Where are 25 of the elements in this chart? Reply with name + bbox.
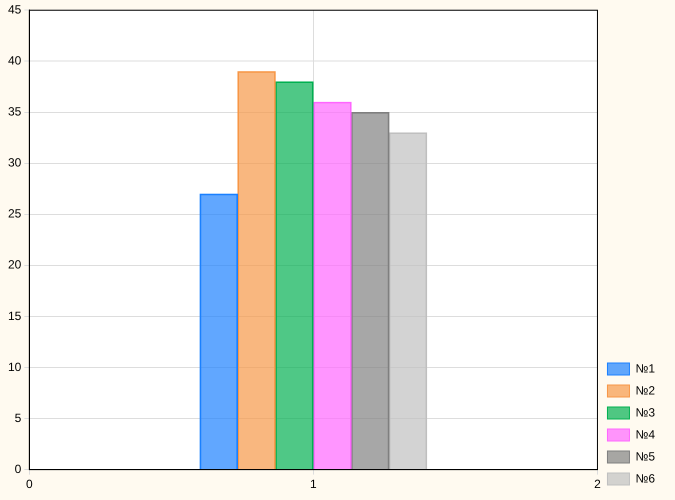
y-tick-label: 30 [8,156,22,170]
legend-label: №4 [635,427,656,442]
bar [200,194,238,470]
y-tick-label: 5 [14,410,22,425]
y-tick-label: 10 [8,360,22,374]
y-tick-label: 20 [8,258,22,272]
y-tick-label: 45 [8,2,22,17]
legend-label: №2 [635,383,656,398]
y-tick-label: 15 [8,308,22,323]
bar [388,132,428,470]
y-tick-label: 25 [8,206,22,221]
bar [350,112,390,470]
y-tick-label: 0 [14,462,22,476]
y-tick-label: 40 [8,54,22,68]
legend-label: №5 [635,449,656,464]
x-tick-label: 2 [594,477,602,492]
legend-label: №1 [635,361,656,376]
bar [275,81,314,470]
bar [237,71,276,470]
x-tick-label: 1 [310,477,318,492]
legend-label: №6 [635,471,656,486]
legend-label: №3 [635,405,656,420]
bar [313,102,352,470]
y-tick-label: 35 [8,104,22,119]
x-tick-label: 0 [26,477,34,492]
